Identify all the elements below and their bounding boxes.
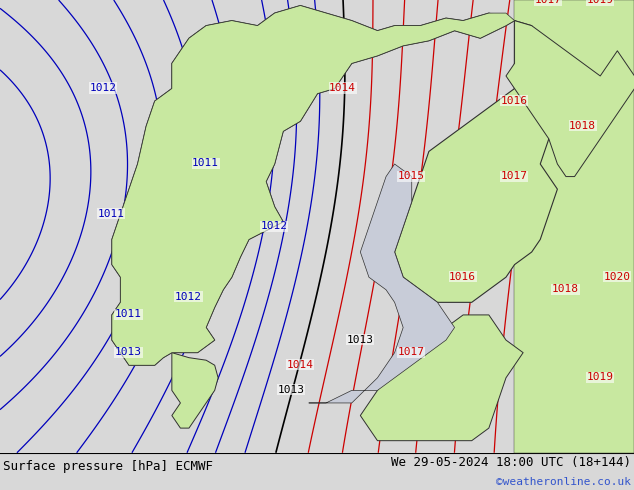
- Text: Surface pressure [hPa] ECMWF: Surface pressure [hPa] ECMWF: [3, 461, 213, 473]
- Text: We 29-05-2024 18:00 UTC (18+144): We 29-05-2024 18:00 UTC (18+144): [391, 456, 631, 468]
- Text: 1018: 1018: [552, 284, 579, 294]
- Text: 1012: 1012: [261, 221, 288, 231]
- Text: 1020: 1020: [604, 271, 630, 282]
- Text: 1016: 1016: [501, 96, 527, 106]
- Text: 1014: 1014: [329, 83, 356, 93]
- Text: 1016: 1016: [449, 271, 476, 282]
- Text: 1018: 1018: [569, 121, 596, 131]
- Text: 1014: 1014: [287, 360, 313, 370]
- Text: 1017: 1017: [535, 0, 562, 5]
- Text: 1013: 1013: [115, 347, 142, 357]
- Text: 1012: 1012: [175, 292, 202, 302]
- Text: 1015: 1015: [398, 171, 425, 181]
- Text: 1019: 1019: [586, 0, 613, 5]
- Text: 1017: 1017: [398, 347, 425, 357]
- Text: 1011: 1011: [115, 309, 142, 319]
- Text: 1011: 1011: [98, 209, 125, 219]
- Text: 1017: 1017: [501, 171, 527, 181]
- Text: 1013: 1013: [278, 385, 305, 395]
- Text: ©weatheronline.co.uk: ©weatheronline.co.uk: [496, 477, 631, 487]
- Text: 1011: 1011: [192, 158, 219, 169]
- Text: 1012: 1012: [89, 83, 116, 93]
- Text: 1013: 1013: [346, 335, 373, 344]
- Text: 1019: 1019: [586, 372, 613, 382]
